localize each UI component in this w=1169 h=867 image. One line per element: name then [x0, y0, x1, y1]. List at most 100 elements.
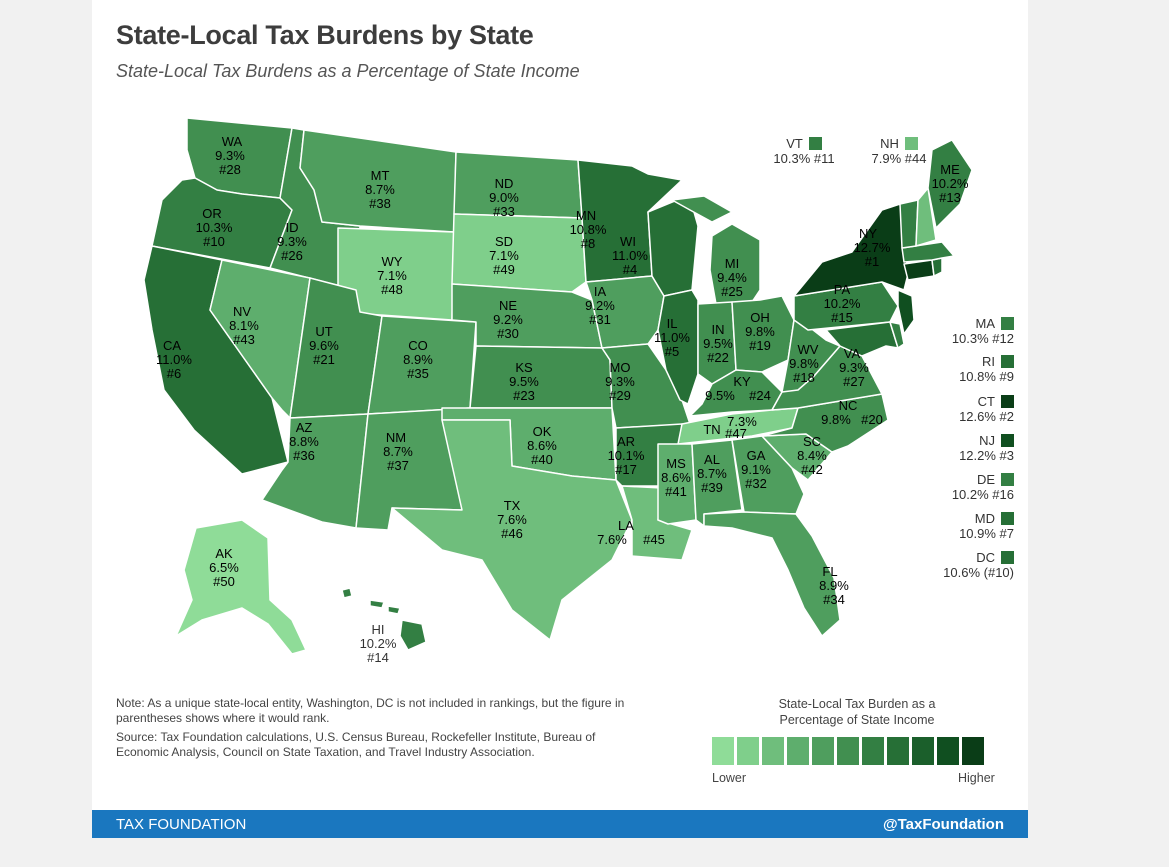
callout-de-code: DE: [976, 472, 995, 487]
state-rank-id: #26: [281, 248, 303, 263]
state-value-ky: 9.5%: [705, 388, 735, 403]
state-value-mt: 8.7%: [365, 182, 395, 197]
state-code-ar: AR: [617, 434, 635, 449]
state-shape-mi: [709, 223, 761, 305]
notes-block: Note: As a unique state-local entity, Wa…: [116, 696, 626, 764]
state-value-me: 10.2%: [932, 176, 969, 191]
state-value-oh: 9.8%: [745, 324, 775, 339]
legend-high-label: Higher: [958, 771, 995, 785]
state-code-sd: SD: [495, 234, 513, 249]
state-code-wa: WA: [222, 134, 243, 149]
callout-ct-code: CT: [977, 394, 995, 409]
state-shape-fl: [703, 511, 841, 637]
state-value-wi: 11.0%: [612, 248, 648, 263]
state-rank-ar: #17: [615, 462, 637, 477]
state-value-pa: 10.2%: [824, 296, 861, 311]
state-rank-ga: #32: [745, 476, 767, 491]
state-code-al: AL: [704, 452, 720, 467]
legend-swatch-6: [837, 737, 859, 765]
state-rank-wy: #48: [381, 282, 403, 297]
legend-swatch-7: [862, 737, 884, 765]
state-code-wi: WI: [620, 234, 636, 249]
legend-swatch-9: [912, 737, 934, 765]
callout-ri-text: 10.8% #9: [959, 369, 1014, 384]
callout-ma-text: 10.3% #12: [951, 331, 1014, 346]
state-rank-ak: #50: [213, 574, 235, 589]
state-value-al: 8.7%: [697, 466, 727, 481]
state-value-in: 9.5%: [703, 336, 733, 351]
legend-title-line2: Percentage of State Income: [779, 713, 935, 727]
callout-nj-text: 12.2% #3: [959, 448, 1014, 463]
state-value-wy: 7.1%: [377, 268, 407, 283]
state-code-ne: NE: [499, 298, 517, 313]
state-code-ak: AK: [215, 546, 233, 561]
state-rank-ks: #23: [513, 388, 535, 403]
state-value-nv: 8.1%: [229, 318, 259, 333]
state-value-ca: 11.0%: [156, 352, 192, 367]
callout-ct: CT 12.6% #2: [914, 394, 1014, 424]
state-value-ok: 8.6%: [527, 438, 557, 453]
state-rank-ia: #31: [589, 312, 611, 327]
state-code-nm: NM: [386, 430, 406, 445]
state-shape-wi: [647, 197, 699, 297]
state-rank-or: #10: [203, 234, 225, 249]
map-title: State-Local Tax Burdens by State: [116, 20, 534, 50]
state-rank-nc: #20: [861, 412, 883, 427]
callout-nj-swatch: [1001, 434, 1014, 447]
state-code-la: LA: [618, 518, 634, 533]
legend-title-line1: State-Local Tax Burden as a: [778, 697, 936, 711]
state-rank-al: #39: [701, 480, 723, 495]
state-code-oh: OH: [750, 310, 770, 325]
state-value-nc: 9.8%: [821, 412, 851, 427]
state-shape-hi-island-1: [341, 587, 353, 599]
footer-handle[interactable]: @TaxFoundation: [882, 816, 1004, 833]
footer-bar: TAX FOUNDATION @TaxFoundation: [92, 810, 1028, 838]
callout-ri: RI 10.8% #9: [914, 354, 1014, 384]
state-code-fl: FL: [822, 564, 837, 579]
state-rank-mt: #38: [369, 196, 391, 211]
state-rank-pa: #15: [831, 310, 853, 325]
state-value-sd: 7.1%: [489, 248, 519, 263]
state-rank-ut: #21: [313, 352, 335, 367]
legend-low-label: Lower: [712, 771, 747, 785]
state-shape-nc: [761, 393, 889, 453]
legend-swatch-2: [737, 737, 759, 765]
callout-dc-text: 10.6% (#10): [943, 565, 1014, 580]
state-rank-tx: #46: [501, 526, 523, 541]
state-rank-nm: #37: [387, 458, 409, 473]
state-rank-sd: #49: [493, 262, 515, 277]
state-shape-ak: [175, 519, 307, 655]
legend-title: State-Local Tax Burden as a Percentage o…: [712, 696, 1002, 728]
state-shape-tx: [391, 419, 633, 641]
callout-vt-swatch: [808, 137, 822, 150]
source-text: Source: Tax Foundation calculations, U.S…: [116, 730, 596, 759]
state-value-wa: 9.3%: [215, 148, 245, 163]
state-rank-wv: #18: [793, 370, 815, 385]
state-code-co: CO: [408, 338, 428, 353]
state-value-ga: 9.1%: [741, 462, 771, 477]
state-value-nm: 8.7%: [383, 444, 413, 459]
state-code-pa: PA: [834, 282, 851, 297]
callout-md-text: 10.9% #7: [959, 526, 1014, 541]
state-shape-ny: [793, 203, 909, 297]
state-code-wv: WV: [798, 342, 819, 357]
callout-nj: NJ 12.2% #3: [914, 433, 1014, 463]
state-code-ut: UT: [315, 324, 332, 339]
state-rank-az: #36: [293, 448, 315, 463]
callout-dc-code: DC: [976, 550, 995, 565]
callout-ri-swatch: [1001, 355, 1014, 368]
state-value-ny: 12.7%: [854, 240, 891, 255]
state-rank-ne: #30: [497, 326, 519, 341]
callout-md-code: MD: [974, 511, 995, 526]
state-code-nv: NV: [233, 304, 251, 319]
state-rank-la: #45: [643, 532, 665, 547]
state-code-mo: MO: [610, 360, 631, 375]
chart-card: State-Local Tax Burdens by State State-L…: [92, 0, 1028, 838]
state-value-wv: 9.8%: [789, 356, 819, 371]
callout-ri-code: RI: [982, 354, 995, 369]
state-value-id: 9.3%: [277, 234, 307, 249]
state-code-ny: NY: [859, 226, 877, 241]
state-value-tn: 7.3%: [727, 414, 757, 429]
callout-de-swatch: [1001, 473, 1014, 486]
state-shape-ct: [903, 259, 935, 281]
